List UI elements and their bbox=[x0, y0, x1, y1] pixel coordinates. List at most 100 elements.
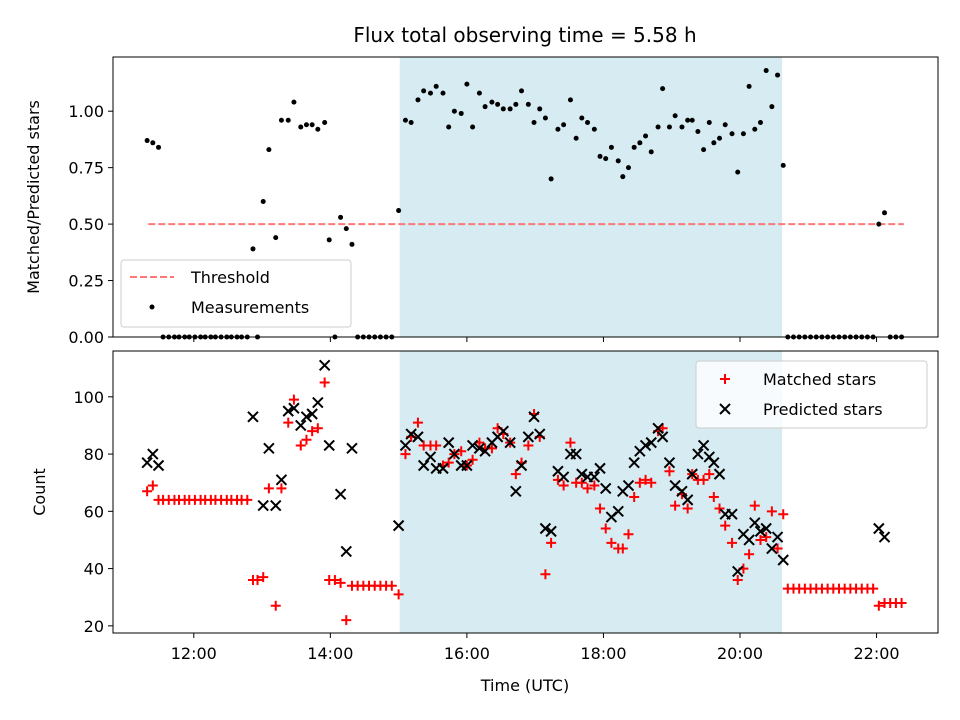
predicted-star-point bbox=[405, 428, 417, 440]
predicted-star-point bbox=[686, 468, 698, 480]
measurement-point bbox=[343, 226, 349, 232]
matched-star-point bbox=[698, 474, 709, 485]
measurement-point bbox=[608, 144, 614, 150]
legend-matched-swatch bbox=[720, 374, 730, 384]
matched-star-point bbox=[576, 477, 587, 488]
top-y-tick-label: 0.75 bbox=[68, 159, 104, 178]
matched-star-point bbox=[682, 503, 693, 514]
matched-star-point bbox=[307, 426, 318, 437]
measurement-point bbox=[591, 126, 597, 132]
predicted-stars-points bbox=[141, 359, 891, 578]
bottom-axes-frame bbox=[112, 350, 939, 634]
predicted-star-point bbox=[697, 439, 710, 452]
measurement-point bbox=[637, 140, 643, 146]
measurement-point bbox=[711, 140, 717, 146]
matched-star-point bbox=[629, 492, 640, 503]
predicted-star-point bbox=[306, 408, 318, 420]
legend-threshold-label: Threshold bbox=[190, 268, 270, 287]
matched-star-point bbox=[386, 580, 397, 591]
measurement-point bbox=[548, 176, 554, 182]
bottom-y-tick-label: 20 bbox=[84, 617, 104, 636]
measurement-point bbox=[513, 101, 519, 107]
measurement-point bbox=[660, 86, 666, 92]
predicted-star-point bbox=[479, 445, 491, 457]
predicted-star-point bbox=[534, 428, 546, 440]
top-legend: Threshold Measurements bbox=[120, 259, 352, 328]
matched-star-point bbox=[634, 477, 645, 488]
bottom-y-tick-label: 80 bbox=[84, 445, 104, 464]
predicted-star-point bbox=[681, 494, 694, 506]
matched-star-point bbox=[589, 480, 600, 491]
bottom-y-tick-label: 100 bbox=[73, 388, 104, 407]
top-y-tick-label: 0.50 bbox=[68, 215, 104, 234]
predicted-star-point bbox=[300, 411, 313, 423]
legend-predicted-label: Predicted stars bbox=[763, 400, 883, 419]
bottom-panel: 20 40 60 80 100 12:00 14:00 16:00 18:00 20:00 22:… bbox=[30, 350, 939, 695]
matched-star-point bbox=[623, 529, 634, 540]
legend-measurements-label: Measurements bbox=[191, 298, 309, 317]
predicted-star-point bbox=[466, 439, 479, 452]
matched-star-point bbox=[258, 572, 269, 583]
matched-star-point bbox=[393, 589, 404, 600]
matched-star-point bbox=[523, 440, 534, 451]
bottom-legend-box bbox=[695, 360, 928, 429]
matched-star-point bbox=[276, 483, 287, 494]
predicted-star-point bbox=[399, 439, 412, 452]
predicted-star-point bbox=[628, 456, 640, 469]
measurement-point bbox=[495, 101, 501, 107]
top-y-axis-label: Matched/Predicted stars bbox=[24, 100, 43, 294]
matched-star-point bbox=[582, 483, 593, 494]
matched-star-point bbox=[431, 440, 442, 451]
bottom-y-ticks: 20 40 60 80 100 bbox=[73, 388, 113, 636]
measurement-point bbox=[507, 106, 513, 112]
predicted-star-point bbox=[497, 425, 510, 437]
predicted-star-point bbox=[288, 402, 300, 414]
measurement-point bbox=[458, 110, 464, 116]
matched-star-point bbox=[640, 474, 651, 485]
matched-star-point bbox=[732, 575, 743, 586]
matched-star-point bbox=[664, 466, 675, 477]
predicted-star-point bbox=[340, 545, 352, 558]
predicted-star-point bbox=[437, 462, 449, 475]
measurement-point bbox=[763, 68, 769, 74]
measurement-point bbox=[298, 124, 304, 130]
measurement-point bbox=[706, 119, 712, 125]
matched-star-point bbox=[412, 417, 423, 428]
predicted-star-point bbox=[442, 436, 455, 449]
predicted-star-point bbox=[346, 442, 358, 455]
measurement-point bbox=[757, 119, 763, 125]
matched-star-point bbox=[147, 480, 158, 491]
predicted-star-point bbox=[878, 531, 891, 543]
matched-star-point bbox=[766, 506, 777, 517]
measurement-point bbox=[735, 169, 741, 175]
measurement-point bbox=[525, 101, 531, 107]
bottom-y-tick-label: 60 bbox=[84, 502, 104, 521]
measurement-point bbox=[531, 119, 537, 125]
matched-star-point bbox=[335, 577, 346, 588]
measurement-point bbox=[701, 147, 707, 153]
predicted-star-point bbox=[570, 448, 582, 460]
matched-star-point bbox=[896, 597, 907, 608]
measurement-point bbox=[615, 158, 621, 164]
bottom-x-tick-label: 20:00 bbox=[717, 644, 763, 663]
predicted-star-point bbox=[754, 525, 767, 538]
measurement-point bbox=[620, 174, 626, 180]
legend-matched-marker bbox=[720, 374, 730, 384]
matched-star-point bbox=[606, 537, 617, 548]
top-shaded-span bbox=[399, 57, 783, 337]
legend-predicted-marker bbox=[719, 403, 731, 415]
matched-star-point bbox=[761, 532, 772, 543]
matched-star-point bbox=[617, 543, 628, 554]
measurement-point bbox=[156, 144, 162, 150]
predicted-star-point bbox=[873, 522, 885, 535]
measurement-point bbox=[631, 144, 637, 150]
bottom-legend: Matched stars Predicted stars bbox=[695, 360, 928, 429]
measurement-point bbox=[729, 131, 735, 137]
measurement-point bbox=[476, 90, 482, 96]
predicted-star-point bbox=[318, 359, 331, 372]
bottom-y-axis-label: Count bbox=[30, 468, 49, 516]
matched-star-point bbox=[400, 449, 411, 460]
measurement-point bbox=[273, 235, 279, 241]
matched-star-point bbox=[868, 583, 879, 594]
predicted-star-point bbox=[141, 456, 153, 469]
